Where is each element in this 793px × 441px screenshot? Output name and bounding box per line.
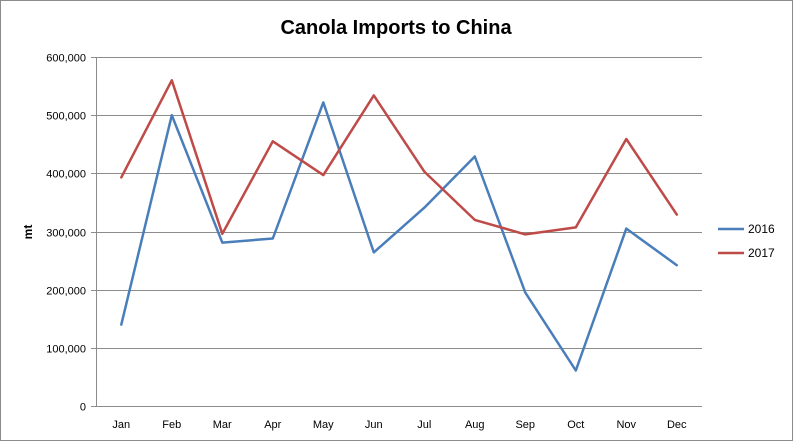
x-tick-label: Apr: [264, 419, 281, 431]
series-line-2017: [120, 79, 679, 236]
y-tick-label: 600,000: [46, 53, 86, 65]
y-tick-label: 500,000: [46, 111, 86, 123]
y-tick-labels: 0 100,000 200,000 300,000 400,000 500,000 600,…: [46, 53, 86, 414]
y-axis-label: mt: [21, 225, 35, 240]
x-tick-label: Nov: [616, 419, 636, 431]
x-tick-label: Mar: [213, 419, 232, 431]
x-tick-label: Oct: [567, 419, 584, 431]
gridlines: [96, 57, 702, 349]
legend-label-2017: 2017: [748, 246, 775, 260]
x-tick-label: Dec: [667, 419, 687, 431]
axes: [91, 57, 702, 407]
series-lines: [120, 79, 679, 372]
x-tick-label: Sep: [515, 419, 535, 431]
y-tick-label: 300,000: [46, 228, 86, 240]
x-tick-label: Jan: [112, 419, 130, 431]
legend: 2016 2017: [718, 222, 775, 260]
y-tick-label: 400,000: [46, 169, 86, 181]
x-tick-label: Feb: [162, 419, 181, 431]
y-tick-label: 100,000: [46, 344, 86, 356]
x-tick-label: Jul: [417, 419, 431, 431]
y-tick-label: 0: [80, 402, 86, 414]
legend-label-2016: 2016: [748, 222, 775, 236]
x-tick-label: Jun: [365, 419, 383, 431]
x-tick-label: May: [313, 419, 334, 431]
x-tick-labels: Jan Feb Mar Apr May Jun Jul Aug Sep Oct Nov Dec: [112, 419, 687, 431]
series-line-2016: [120, 101, 679, 372]
x-tick-label: Aug: [465, 419, 485, 431]
y-tick-label: 200,000: [46, 286, 86, 298]
chart-title: Canola Imports to China: [280, 17, 512, 39]
